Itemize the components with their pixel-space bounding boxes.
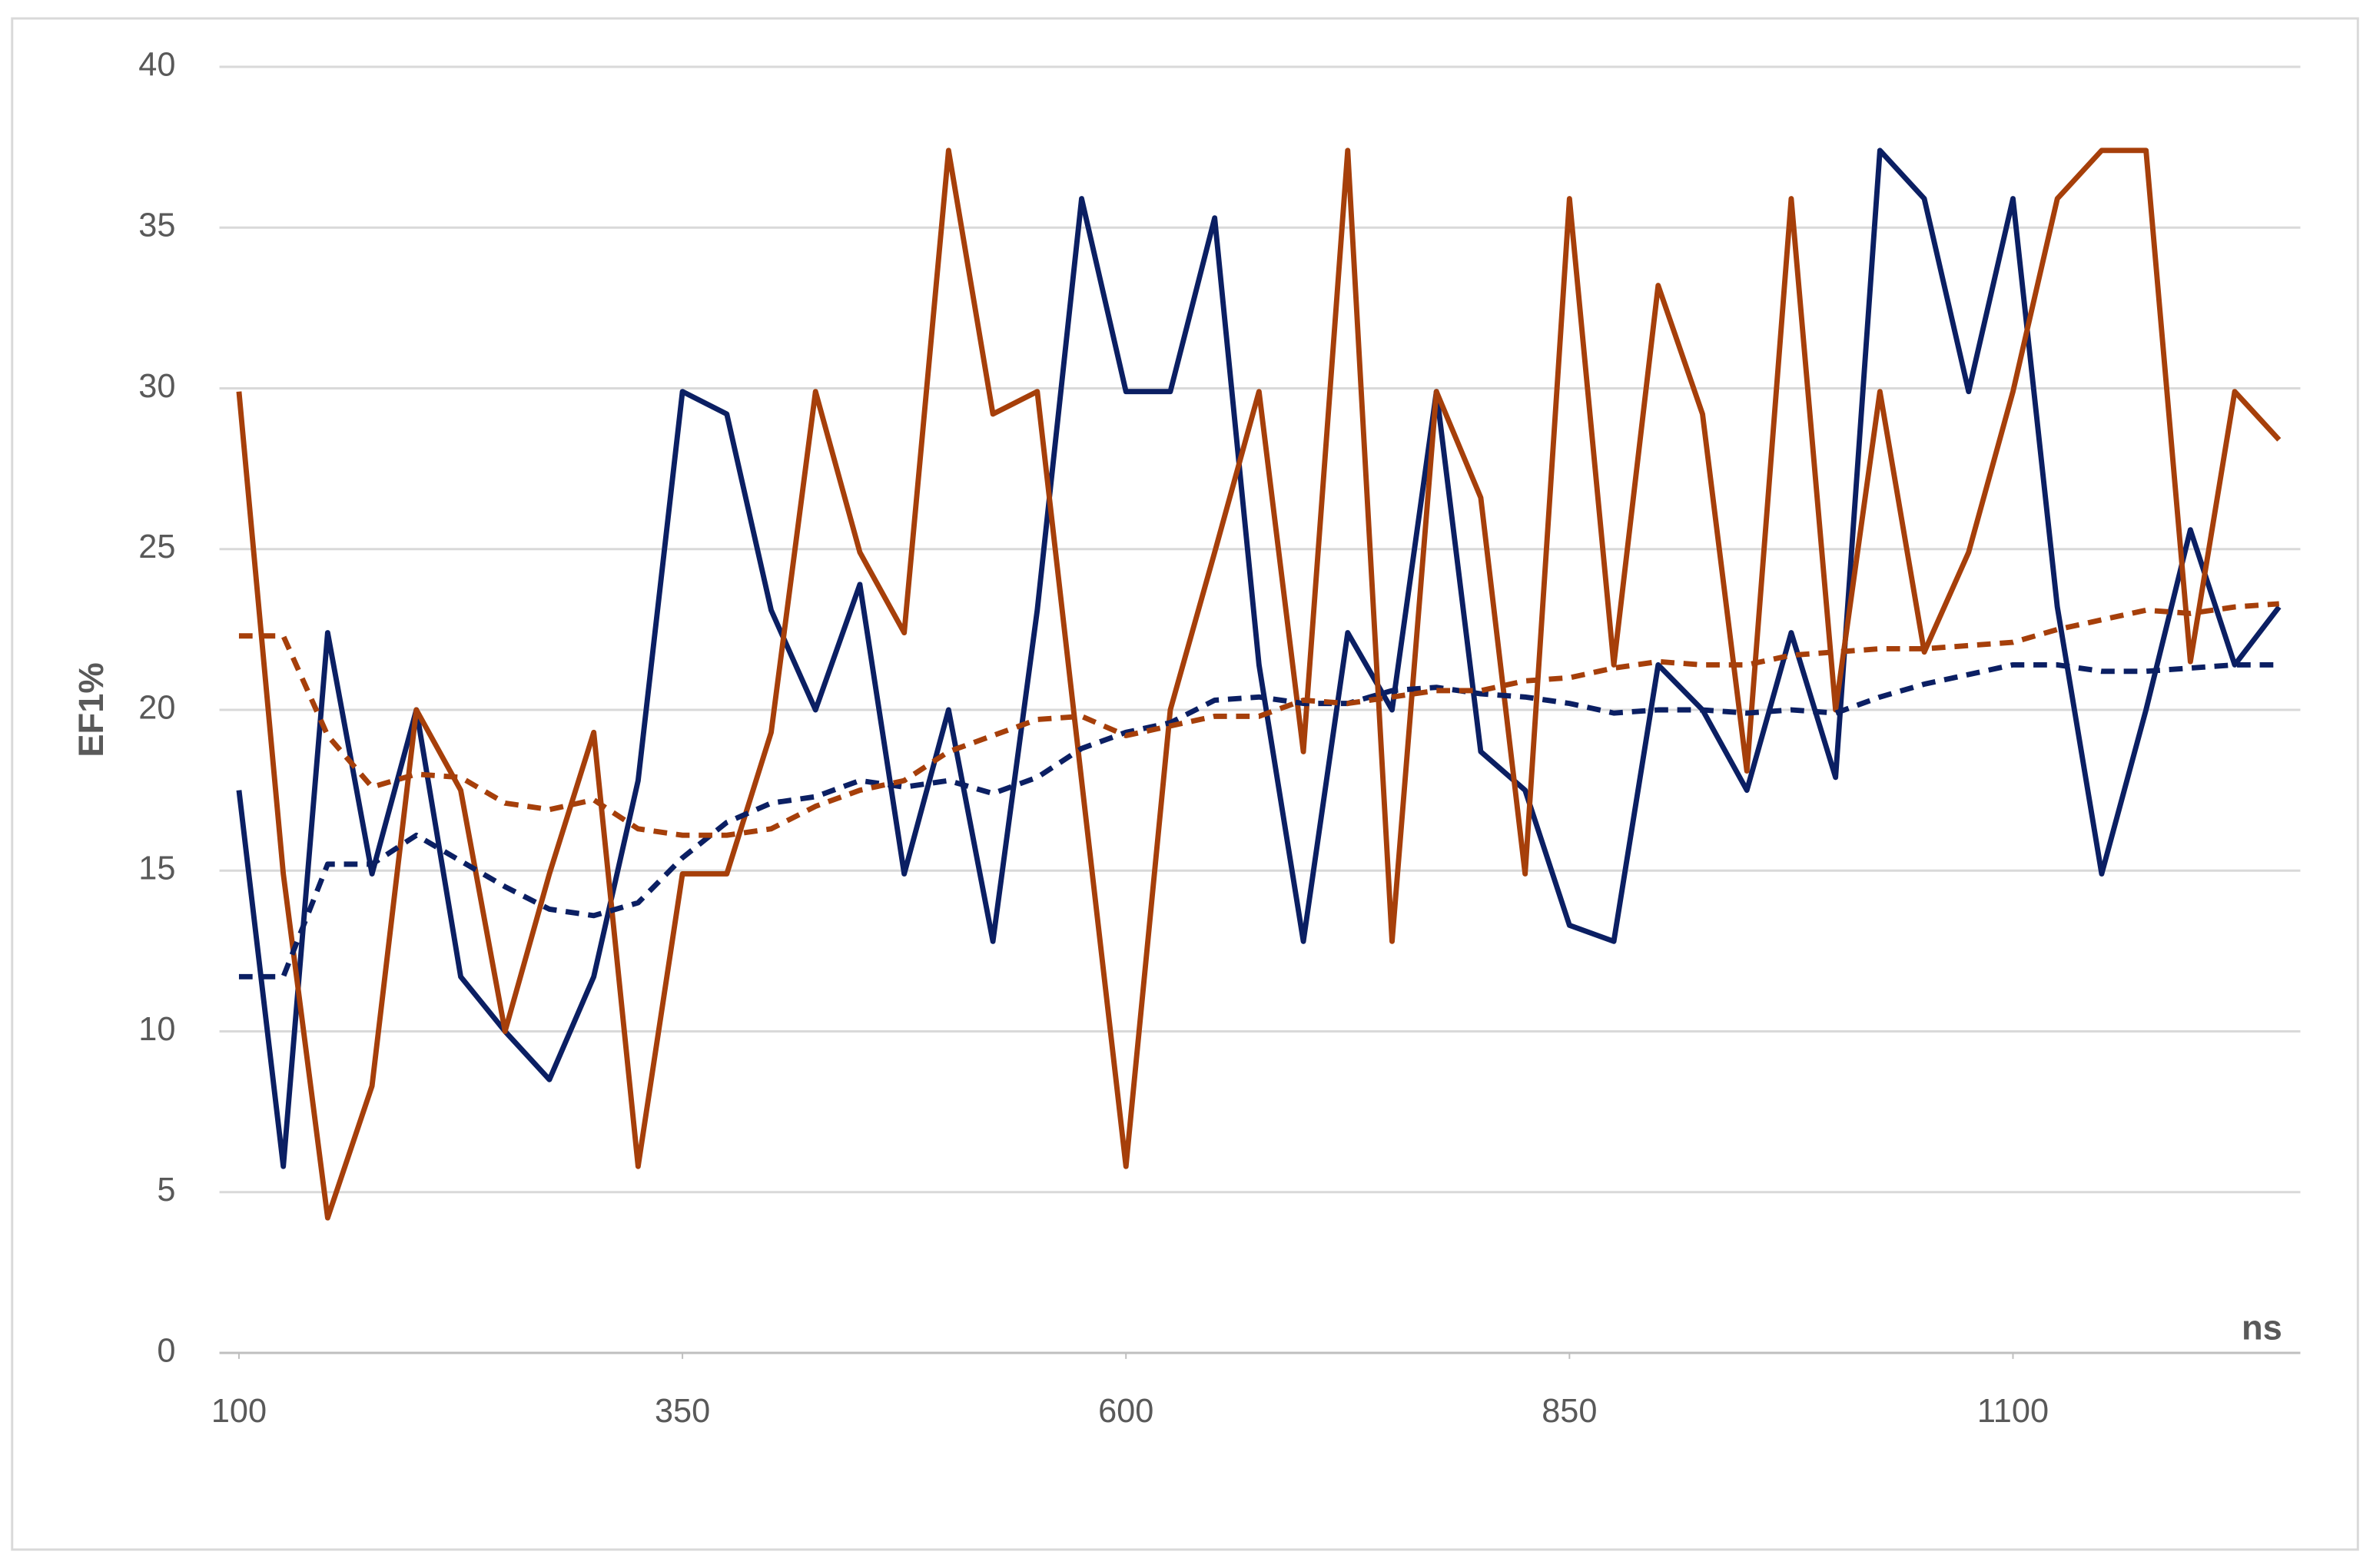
chart-border (11, 17, 2359, 1551)
data-line (236, 148, 2282, 1221)
x-tick-label: 1100 (1977, 1393, 2049, 1430)
y-tick-label: 5 (157, 1172, 175, 1208)
x-tick-label: 100 (211, 1393, 267, 1430)
y-axis-label: EF1% (71, 662, 111, 757)
y-tick-label: 25 (138, 529, 175, 565)
x-tick-label: 350 (655, 1393, 710, 1430)
y-tick-label: 35 (138, 207, 175, 244)
y-tick-label: 15 (138, 850, 175, 887)
y-tick-label: 40 (138, 46, 175, 83)
trend-line (238, 601, 2280, 838)
y-tick-label: 0 (157, 1332, 175, 1369)
y-tick-label: 30 (138, 368, 175, 405)
data-line (236, 148, 2282, 1169)
x-axis-label: ns (2242, 1308, 2282, 1347)
x-tick-label: 850 (1542, 1393, 1597, 1430)
y-tick-label: 10 (138, 1011, 175, 1048)
trend-line (238, 661, 2279, 980)
x-tick-label: 600 (1098, 1393, 1153, 1430)
y-tick-label: 20 (138, 689, 175, 726)
